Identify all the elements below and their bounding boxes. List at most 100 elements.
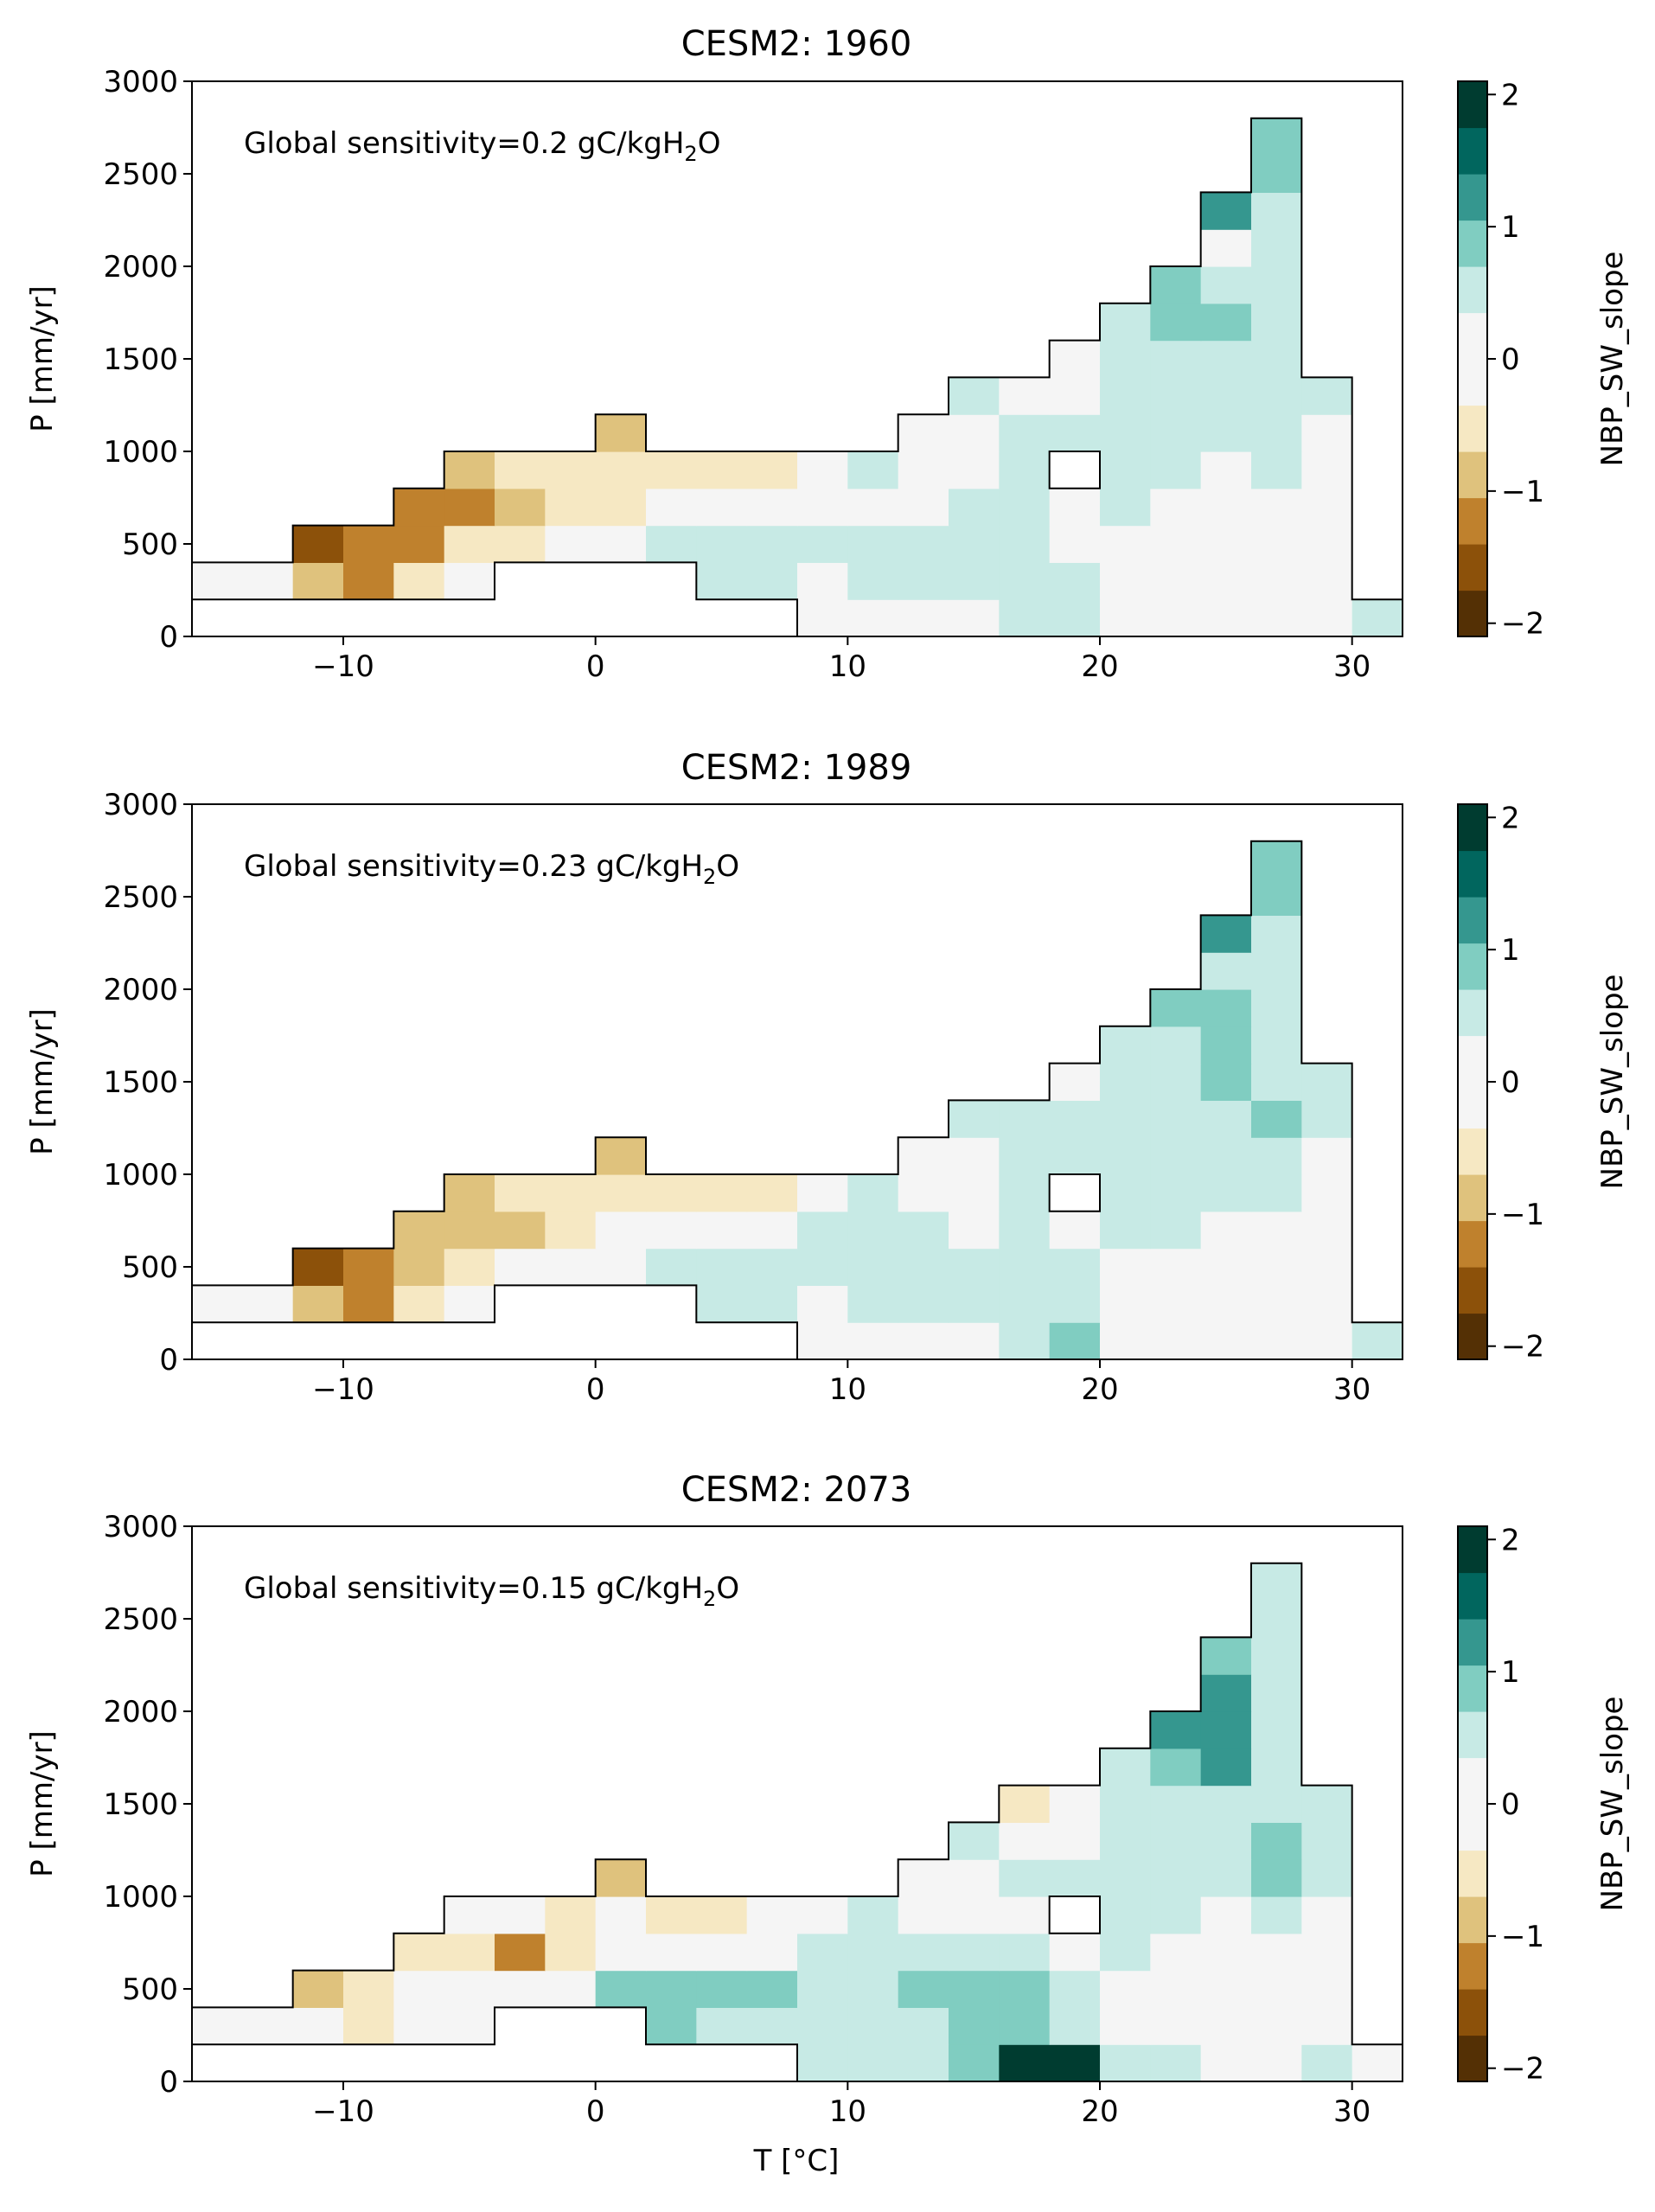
heatmap-cell <box>797 2007 848 2045</box>
colorbar: −2 −1 0 1 2 <box>1457 78 1544 642</box>
heatmap-cell <box>696 1211 748 1250</box>
heatmap-cell <box>1301 1859 1353 1897</box>
heatmap-cell <box>1100 1100 1151 1138</box>
heatmap-cell <box>1251 1822 1302 1860</box>
heatmap-cell <box>1100 2007 1151 2045</box>
heatmap-cell <box>797 1248 848 1286</box>
heatmap-cell <box>847 488 899 527</box>
colorbar-tick-label: 2 <box>1501 78 1520 112</box>
heatmap-cell <box>495 488 546 527</box>
heatmap-cell <box>999 451 1051 489</box>
heatmap-cell <box>393 562 445 600</box>
heatmap-cell <box>1150 340 1202 378</box>
colorbar-segment <box>1458 1665 1487 1712</box>
heatmap-cell <box>444 1285 495 1323</box>
heatmap-cell <box>242 2007 294 2045</box>
x-tick-label: 10 <box>829 2094 866 2129</box>
colorbar: −2 −1 0 1 2 <box>1457 1523 1544 2087</box>
heatmap-cell <box>847 451 899 489</box>
heatmap-cell <box>746 1970 798 2008</box>
colorbar-segment <box>1458 1313 1487 1360</box>
colorbar-segment <box>1458 127 1487 175</box>
heatmap-cell <box>898 599 949 637</box>
heatmap-cell <box>595 1248 647 1286</box>
y-tick-label: 2000 <box>103 973 178 1007</box>
heatmap-cell <box>1251 1711 1302 1749</box>
colorbar-tick-label: 1 <box>1501 933 1520 968</box>
heatmap-cell <box>797 1933 848 1972</box>
heatmap-cell <box>1150 562 1202 600</box>
heatmap-cell <box>595 1137 647 1175</box>
heatmap-cell <box>1150 266 1202 304</box>
y-tick-label: 3000 <box>103 788 178 822</box>
heatmap-cell <box>949 1933 1000 1972</box>
heatmap-cell <box>1150 1785 1202 1823</box>
heatmap-cell <box>1251 1637 1302 1675</box>
colorbar-segment <box>1458 1619 1487 1666</box>
heatmap-cells <box>192 841 1403 1360</box>
heatmap-cell <box>545 1248 597 1286</box>
heatmap-cell <box>1200 1970 1252 2008</box>
heatmap-cell <box>1301 599 1353 637</box>
heatmap-cell <box>696 488 748 527</box>
heatmap-cell <box>1049 1322 1101 1360</box>
heatmap-cell <box>1100 1859 1151 1897</box>
heatmap-cell <box>1100 303 1151 342</box>
heatmap-cell <box>1301 1248 1353 1286</box>
sensitivity-annotation: Global sensitivity=0.15 gC/kgH2O <box>244 1571 739 1611</box>
heatmap-cell <box>898 1285 949 1323</box>
heatmap-cell <box>1301 525 1353 563</box>
x-tick-label: −10 <box>312 1372 374 1407</box>
heatmap-cell <box>646 1211 697 1250</box>
colorbar-segment <box>1458 1989 1487 2036</box>
heatmap-cell <box>1200 525 1252 563</box>
heatmap-cell <box>797 451 848 489</box>
heatmap-cell <box>1351 2044 1403 2082</box>
panel-1960: CESM2: 1960 −10 0 10 20 30 05001000150020002… <box>25 24 1630 684</box>
heatmap-cell <box>1049 1822 1101 1860</box>
colorbar-segment <box>1458 2035 1487 2082</box>
heatmap-cell <box>1200 599 1252 637</box>
colorbar-label: NBP_SW_slope <box>1595 1697 1630 1912</box>
heatmap-cell <box>1100 1322 1151 1360</box>
heatmap-cell <box>192 1285 243 1323</box>
y-tick-label: 1500 <box>103 342 178 377</box>
heatmap-cell <box>1200 1322 1252 1360</box>
heatmap-cell <box>1200 1785 1252 1823</box>
heatmap-cell <box>545 451 597 489</box>
x-tick-label: 10 <box>829 649 866 684</box>
x-tick-label: 0 <box>586 649 605 684</box>
heatmap-cell <box>746 1933 798 1972</box>
colorbar-segment <box>1458 544 1487 591</box>
y-tick-label: 2000 <box>103 250 178 284</box>
heatmap-cell <box>343 2007 394 2045</box>
heatmap-cell <box>646 1933 697 1972</box>
heatmap-cell <box>1049 599 1101 637</box>
annotation-unit-subscript: 2 <box>703 1587 716 1611</box>
heatmap-cell <box>1100 562 1151 600</box>
heatmap-cell <box>1100 377 1151 415</box>
heatmap-cell <box>949 562 1000 600</box>
colorbar-tick-label: −1 <box>1501 1920 1544 1954</box>
heatmap-cell <box>898 451 949 489</box>
sensitivity-annotation: Global sensitivity=0.2 gC/kgH2O <box>244 126 720 166</box>
colorbar-tick-label: 2 <box>1501 1523 1520 1557</box>
colorbar-segment <box>1458 590 1487 637</box>
heatmap-cell <box>1251 451 1302 489</box>
heatmap-cell <box>1200 952 1252 990</box>
x-tick-label: 20 <box>1081 1372 1118 1407</box>
heatmap-cell <box>1301 1285 1353 1323</box>
heatmap-cell <box>1301 1063 1353 1101</box>
colorbar-segment <box>1458 897 1487 944</box>
heatmap-cell <box>898 1933 949 1972</box>
panel-2073: CESM2: 2073 −10 0 10 20 30 05001000150020002… <box>25 1470 1630 2178</box>
heatmap-cell <box>343 562 394 600</box>
heatmap-cell <box>898 1174 949 1212</box>
heatmap-cell <box>1049 414 1101 452</box>
colorbar-segment <box>1458 1804 1487 1851</box>
y-tick-label: 2500 <box>103 880 178 915</box>
heatmap-cell <box>696 1896 748 1934</box>
heatmap-cell <box>999 562 1051 600</box>
heatmap-cell <box>898 1211 949 1250</box>
heatmap-cell <box>1150 525 1202 563</box>
